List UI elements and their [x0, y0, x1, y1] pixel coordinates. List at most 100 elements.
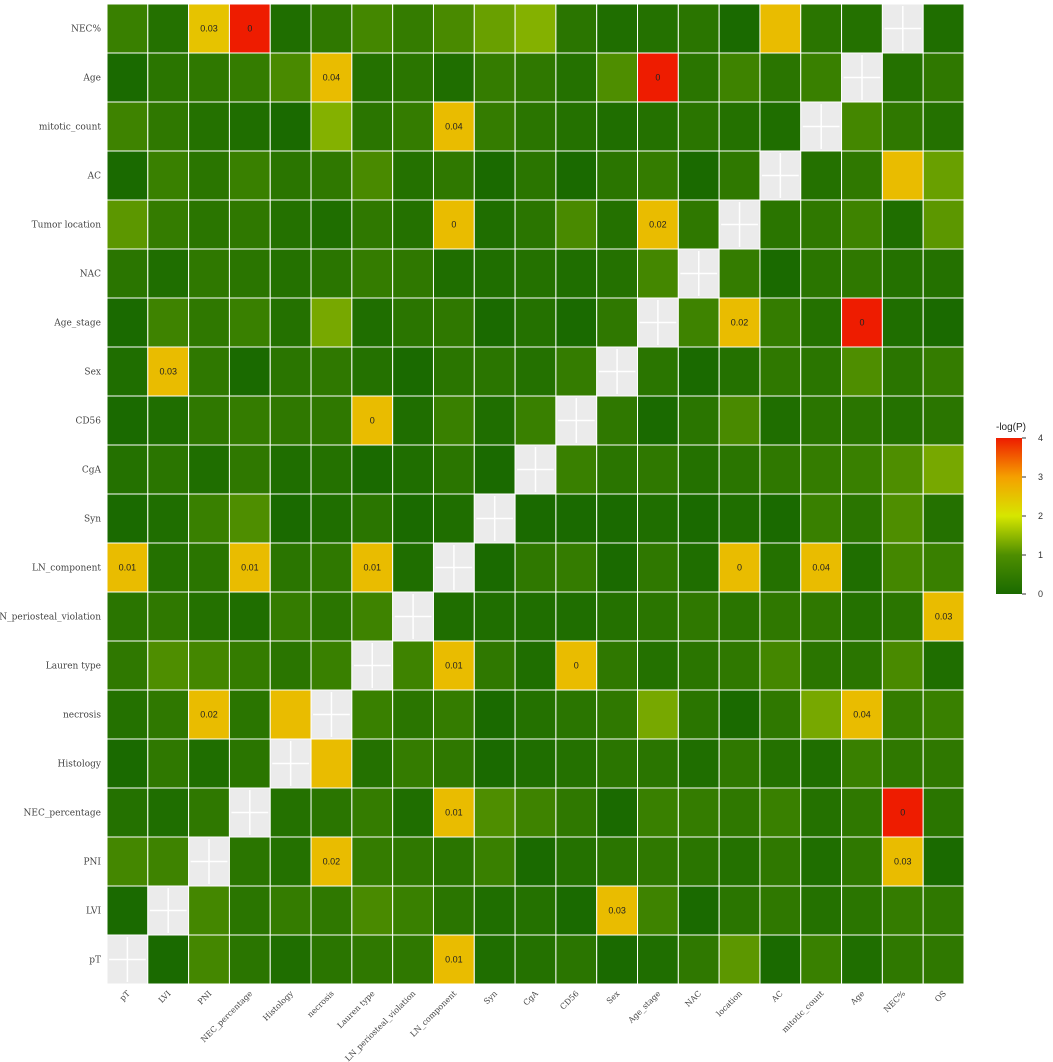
- heatmap-cell: [228, 199, 271, 250]
- heatmap-cell: [392, 444, 434, 495]
- heatmap-cell: [841, 395, 883, 446]
- legend-tick-label: 0: [1038, 589, 1043, 599]
- heatmap-cell: [228, 346, 271, 397]
- heatmap-cell: [432, 493, 475, 544]
- x-tick-label: CgA: [522, 989, 541, 1008]
- heatmap-cell: [392, 395, 434, 446]
- heatmap-cell: [759, 101, 802, 152]
- empty-cell-grid: [231, 790, 269, 835]
- heatmap-cell: [310, 836, 353, 887]
- heatmap-cell: [800, 640, 843, 691]
- legend-title: -log(P): [996, 422, 1026, 433]
- heatmap-cell: [759, 444, 802, 495]
- cell-value-label: 0.02: [323, 857, 341, 867]
- heatmap-cell: [269, 591, 312, 642]
- heatmap-cell: [677, 934, 720, 985]
- heatmap-cell: [269, 787, 312, 838]
- heatmap-cell: [147, 640, 190, 691]
- heatmap-cell: [718, 542, 761, 593]
- y-tick-label: NAC: [80, 270, 101, 280]
- y-tick-label: AC: [87, 172, 101, 182]
- heatmap-cell: [800, 52, 843, 103]
- heatmap-cell: [514, 836, 557, 887]
- heatmap-cell: [881, 248, 924, 299]
- heatmap-cell: [677, 836, 720, 887]
- heatmap-cell: [637, 689, 679, 740]
- heatmap-cell: [310, 640, 353, 691]
- heatmap-cell: [106, 297, 149, 348]
- heatmap-cell: [841, 150, 883, 201]
- heatmap-cell: [351, 297, 394, 348]
- heatmap-cell: [922, 493, 965, 544]
- heatmap-cell: [147, 395, 190, 446]
- heatmap-cell: [677, 542, 720, 593]
- heatmap-cell: [432, 150, 475, 201]
- cell-value-label: 0: [247, 24, 252, 34]
- heatmap-cell: [922, 346, 965, 397]
- heatmap-cell: [473, 297, 516, 348]
- heatmap-cell: [637, 738, 679, 789]
- heatmap-cell: [800, 885, 843, 936]
- heatmap-cell: [269, 885, 312, 936]
- heatmap-cell: [759, 689, 802, 740]
- heatmap-cell: [188, 738, 230, 789]
- heatmap-cell: [514, 346, 557, 397]
- heatmap-cell: [514, 787, 557, 838]
- cell-value-label: 0.04: [812, 563, 830, 573]
- heatmap-cell: [432, 444, 475, 495]
- heatmap-cell: [310, 3, 353, 54]
- heatmap-cell: [841, 885, 883, 936]
- heatmap-cell: [922, 738, 965, 789]
- heatmap-cell: [310, 199, 353, 250]
- heatmap-cell: [106, 248, 149, 299]
- heatmap-cell: [841, 101, 883, 152]
- heatmap-cell: [555, 640, 598, 691]
- heatmap-cell: [881, 591, 924, 642]
- x-tick-label: Age_stage: [626, 989, 663, 1026]
- cell-value-label: 0: [574, 661, 579, 671]
- heatmap-cell: [351, 150, 394, 201]
- heatmap-cell: [473, 591, 516, 642]
- heatmap-cell: [147, 591, 190, 642]
- heatmap-cell: [432, 346, 475, 397]
- x-tick-label: mitotic_count: [780, 988, 826, 1034]
- empty-cell-grid: [557, 398, 595, 443]
- heatmap-cell: [432, 297, 475, 348]
- heatmap-cell: [759, 199, 802, 250]
- heatmap-cell: [188, 150, 230, 201]
- heatmap-cell: [147, 3, 190, 54]
- heatmap-cell: [637, 640, 679, 691]
- heatmap-cell: [228, 738, 271, 789]
- heatmap-cell: [718, 395, 761, 446]
- heatmap-cell: [106, 346, 149, 397]
- heatmap-cell: [514, 591, 557, 642]
- heatmap-cell: [800, 689, 843, 740]
- y-tick-label: Sex: [84, 368, 101, 378]
- heatmap-cell: [718, 738, 761, 789]
- heatmap-cell: [841, 199, 883, 250]
- cell-value-label: 0.03: [608, 906, 626, 916]
- heatmap-cell: [596, 199, 639, 250]
- heatmap-cell: [637, 542, 679, 593]
- heatmap-cell: [759, 885, 802, 936]
- heatmap-cell: [718, 248, 761, 299]
- heatmap-cell: [147, 836, 190, 887]
- heatmap-cell: [228, 395, 271, 446]
- heatmap-cell: [881, 52, 924, 103]
- heatmap-cell: [392, 297, 434, 348]
- heatmap-cell: [432, 395, 475, 446]
- heatmap-cell: [106, 150, 149, 201]
- heatmap-cell: [922, 101, 965, 152]
- cell-value-label: 0.04: [853, 710, 871, 720]
- heatmap-cell: [269, 150, 312, 201]
- heatmap-cell: [677, 444, 720, 495]
- x-tick-label: LVI: [157, 989, 173, 1005]
- heatmap-cell: [228, 52, 271, 103]
- heatmap-cell: [759, 346, 802, 397]
- heatmap-cell: [637, 493, 679, 544]
- heatmap-cell: [106, 395, 149, 446]
- heatmap-cell: [514, 542, 557, 593]
- heatmap-cell: [106, 199, 149, 250]
- heatmap-cell: [800, 836, 843, 887]
- heatmap-cell: [596, 493, 639, 544]
